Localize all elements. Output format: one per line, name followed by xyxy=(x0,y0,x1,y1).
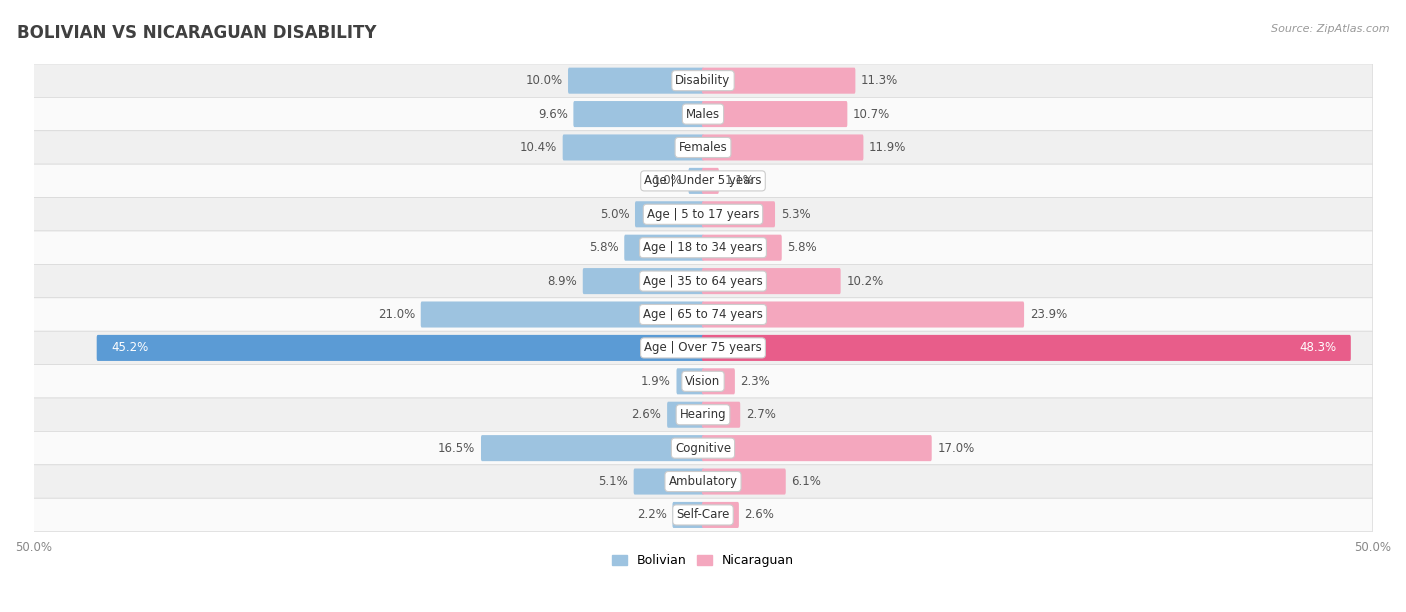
Text: 9.6%: 9.6% xyxy=(538,108,568,121)
Text: 1.9%: 1.9% xyxy=(641,375,671,388)
FancyBboxPatch shape xyxy=(34,298,1372,331)
Text: 2.7%: 2.7% xyxy=(745,408,776,421)
Text: 1.0%: 1.0% xyxy=(654,174,683,187)
Legend: Bolivian, Nicaraguan: Bolivian, Nicaraguan xyxy=(607,549,799,572)
Text: 5.3%: 5.3% xyxy=(780,208,810,221)
Text: 2.2%: 2.2% xyxy=(637,509,666,521)
FancyBboxPatch shape xyxy=(34,431,1372,465)
Text: 5.8%: 5.8% xyxy=(787,241,817,254)
Text: Cognitive: Cognitive xyxy=(675,442,731,455)
Text: 23.9%: 23.9% xyxy=(1029,308,1067,321)
FancyBboxPatch shape xyxy=(574,101,704,127)
FancyBboxPatch shape xyxy=(34,465,1372,498)
FancyBboxPatch shape xyxy=(34,264,1372,298)
Text: 5.1%: 5.1% xyxy=(599,475,628,488)
FancyBboxPatch shape xyxy=(702,368,735,394)
Text: 8.9%: 8.9% xyxy=(547,275,576,288)
Text: 1.1%: 1.1% xyxy=(724,174,754,187)
FancyBboxPatch shape xyxy=(702,302,1024,327)
FancyBboxPatch shape xyxy=(634,469,704,494)
FancyBboxPatch shape xyxy=(34,64,1372,97)
Text: 5.0%: 5.0% xyxy=(600,208,630,221)
FancyBboxPatch shape xyxy=(34,97,1372,131)
Text: 10.4%: 10.4% xyxy=(520,141,557,154)
Text: Disability: Disability xyxy=(675,74,731,87)
Text: Males: Males xyxy=(686,108,720,121)
Text: 2.3%: 2.3% xyxy=(741,375,770,388)
Text: Hearing: Hearing xyxy=(679,408,727,421)
FancyBboxPatch shape xyxy=(636,201,704,227)
Text: 10.2%: 10.2% xyxy=(846,275,883,288)
Text: 16.5%: 16.5% xyxy=(439,442,475,455)
Text: 45.2%: 45.2% xyxy=(111,341,149,354)
Text: 10.0%: 10.0% xyxy=(526,74,562,87)
FancyBboxPatch shape xyxy=(702,234,782,261)
FancyBboxPatch shape xyxy=(34,498,1372,532)
Text: 2.6%: 2.6% xyxy=(745,509,775,521)
Text: 48.3%: 48.3% xyxy=(1299,341,1336,354)
FancyBboxPatch shape xyxy=(34,398,1372,431)
Text: Vision: Vision xyxy=(685,375,721,388)
FancyBboxPatch shape xyxy=(702,68,855,94)
Text: 11.3%: 11.3% xyxy=(860,74,898,87)
Text: Ambulatory: Ambulatory xyxy=(668,475,738,488)
FancyBboxPatch shape xyxy=(582,268,704,294)
FancyBboxPatch shape xyxy=(702,201,775,227)
FancyBboxPatch shape xyxy=(702,469,786,494)
FancyBboxPatch shape xyxy=(666,401,704,428)
Text: Age | Over 75 years: Age | Over 75 years xyxy=(644,341,762,354)
FancyBboxPatch shape xyxy=(702,168,718,194)
Text: 6.1%: 6.1% xyxy=(792,475,821,488)
Text: 11.9%: 11.9% xyxy=(869,141,907,154)
Text: Age | 65 to 74 years: Age | 65 to 74 years xyxy=(643,308,763,321)
Text: 17.0%: 17.0% xyxy=(938,442,974,455)
Text: Females: Females xyxy=(679,141,727,154)
Text: 5.8%: 5.8% xyxy=(589,241,619,254)
FancyBboxPatch shape xyxy=(702,435,932,461)
FancyBboxPatch shape xyxy=(562,135,704,160)
FancyBboxPatch shape xyxy=(34,331,1372,365)
FancyBboxPatch shape xyxy=(34,164,1372,198)
FancyBboxPatch shape xyxy=(702,101,848,127)
FancyBboxPatch shape xyxy=(481,435,704,461)
Text: Age | 35 to 64 years: Age | 35 to 64 years xyxy=(643,275,763,288)
FancyBboxPatch shape xyxy=(97,335,704,361)
Text: Age | 18 to 34 years: Age | 18 to 34 years xyxy=(643,241,763,254)
FancyBboxPatch shape xyxy=(702,401,740,428)
FancyBboxPatch shape xyxy=(34,131,1372,164)
FancyBboxPatch shape xyxy=(624,234,704,261)
FancyBboxPatch shape xyxy=(34,231,1372,264)
FancyBboxPatch shape xyxy=(702,135,863,160)
Text: Age | 5 to 17 years: Age | 5 to 17 years xyxy=(647,208,759,221)
FancyBboxPatch shape xyxy=(568,68,704,94)
FancyBboxPatch shape xyxy=(676,368,704,394)
Text: 21.0%: 21.0% xyxy=(378,308,415,321)
FancyBboxPatch shape xyxy=(420,302,704,327)
Text: BOLIVIAN VS NICARAGUAN DISABILITY: BOLIVIAN VS NICARAGUAN DISABILITY xyxy=(17,24,377,42)
Text: Age | Under 5 years: Age | Under 5 years xyxy=(644,174,762,187)
Text: Source: ZipAtlas.com: Source: ZipAtlas.com xyxy=(1271,24,1389,34)
Text: Self-Care: Self-Care xyxy=(676,509,730,521)
FancyBboxPatch shape xyxy=(34,198,1372,231)
FancyBboxPatch shape xyxy=(689,168,704,194)
FancyBboxPatch shape xyxy=(672,502,704,528)
FancyBboxPatch shape xyxy=(702,268,841,294)
Text: 10.7%: 10.7% xyxy=(853,108,890,121)
FancyBboxPatch shape xyxy=(702,502,740,528)
FancyBboxPatch shape xyxy=(34,365,1372,398)
FancyBboxPatch shape xyxy=(702,335,1351,361)
Text: 2.6%: 2.6% xyxy=(631,408,661,421)
